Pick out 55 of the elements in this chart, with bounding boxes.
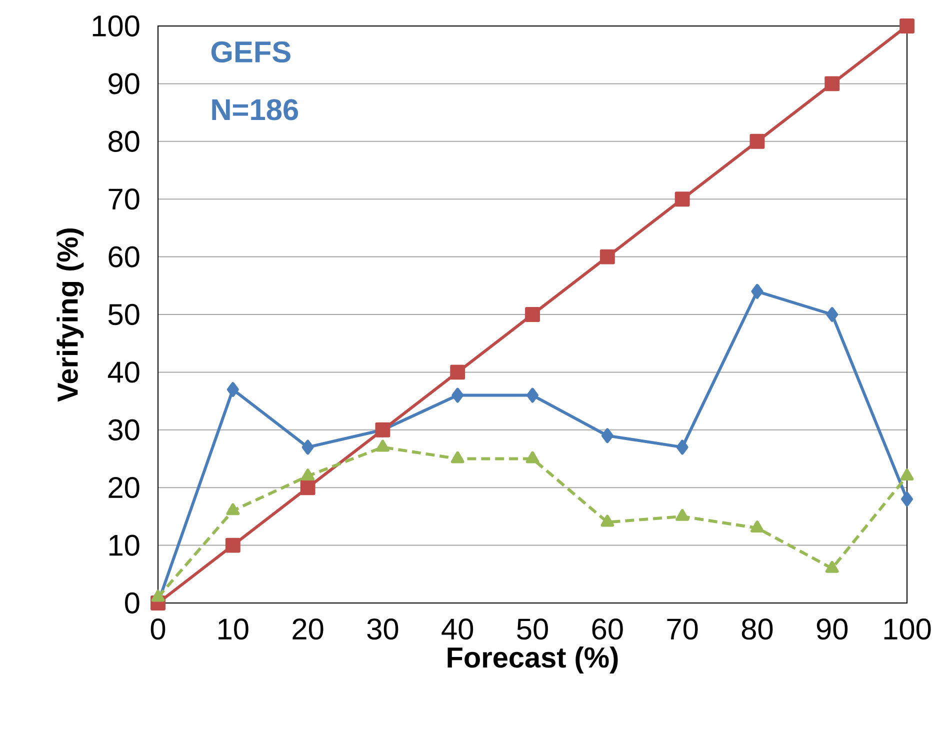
point	[300, 480, 316, 496]
point	[826, 307, 838, 322]
x-tick-label: 90	[816, 618, 848, 640]
point	[825, 560, 839, 573]
x-tick-label: 10	[218, 618, 248, 640]
point	[151, 590, 165, 602]
point	[824, 76, 840, 92]
x-tick-label: 40	[442, 618, 474, 640]
point	[600, 514, 614, 527]
point	[601, 428, 614, 444]
y-tick-label: 20	[108, 477, 140, 498]
annotation: GEFS	[211, 41, 290, 63]
x-axis-title: Forecast (%)	[448, 646, 618, 674]
point	[750, 520, 764, 532]
x-tick-label: 60	[592, 618, 623, 640]
point	[900, 18, 914, 34]
y-tick-label: 80	[108, 130, 140, 152]
point	[751, 284, 764, 299]
y-tick-label: 30	[108, 419, 140, 440]
point	[901, 492, 913, 507]
point	[676, 508, 689, 521]
y-tick-label: 0	[125, 592, 140, 614]
point	[526, 388, 538, 403]
x-tick-label: 80	[742, 618, 773, 640]
y-tick-label: 10	[110, 534, 140, 556]
point	[600, 249, 615, 264]
y-tick-label: 50	[108, 304, 140, 326]
x-tick-label: 0	[150, 618, 166, 640]
x-tick-label: 70	[667, 618, 698, 640]
y-tick-label: 90	[108, 73, 140, 94]
point	[750, 134, 765, 149]
annotation: N=186	[212, 99, 298, 120]
point	[226, 503, 240, 516]
x-tick-label: 20	[292, 618, 324, 640]
point	[676, 440, 688, 455]
point	[302, 440, 314, 455]
point	[452, 388, 464, 403]
x-tick-label: 50	[517, 618, 548, 640]
point	[900, 468, 914, 481]
y-tick-label: 70	[108, 188, 140, 210]
point	[450, 364, 466, 380]
x-tick-label: 100	[884, 618, 931, 640]
y-tick-label: 40	[108, 362, 140, 383]
point	[450, 451, 464, 464]
point	[526, 451, 540, 464]
y-tick-label: 100	[92, 15, 140, 37]
point	[301, 468, 314, 481]
point	[674, 192, 690, 207]
x-tick-label: 30	[367, 618, 398, 640]
y-tick-label: 60	[108, 246, 140, 268]
point	[525, 307, 540, 322]
point	[376, 440, 390, 452]
point	[225, 538, 240, 553]
y-axis-title: Verifying (%)	[56, 228, 84, 402]
point	[226, 382, 239, 397]
